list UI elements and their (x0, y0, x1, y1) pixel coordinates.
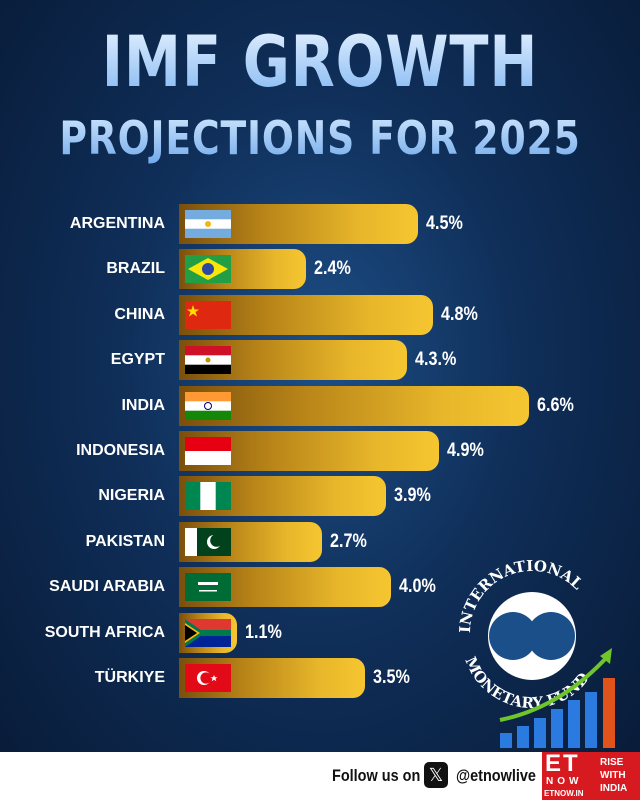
brand-now: NOW (546, 776, 583, 787)
bar-row: PAKISTAN 2.7% (0, 521, 640, 562)
bar-row: CHINA 4.8% (0, 294, 640, 335)
country-label: INDIA (121, 396, 165, 414)
brand-url: ETNOW.IN (544, 789, 584, 798)
flag-br-icon (185, 255, 231, 284)
bar-row: SAUDI ARABIA 4.0% (0, 567, 640, 608)
value-label: 4.5% (425, 213, 463, 234)
flag-tr-icon (185, 664, 231, 692)
country-label: ARGENTINA (69, 215, 165, 232)
flag-sa-icon (185, 573, 231, 602)
follow-text: Follow us on (332, 766, 421, 785)
flag-eg-icon (185, 346, 231, 375)
country-label: EGYPT (110, 351, 165, 369)
flag-za-icon (185, 618, 231, 647)
tagline: RISE WITH INDIA (600, 757, 628, 794)
value-label: 4.8% (441, 303, 479, 325)
flag-in-icon (185, 391, 231, 420)
imf-logo: INTERNATIONAL MONETARY FUND (456, 557, 615, 748)
value-label: 2.4% (314, 258, 352, 280)
footer: Follow us on @etnowlive (0, 752, 640, 800)
bar (179, 385, 529, 426)
bar-row: EGYPT 4.3.% (0, 340, 640, 381)
country-label: INDONESIA (76, 442, 165, 459)
et-now-logo: ET NOW ETNOW.IN RISE WITH INDIA (542, 752, 640, 800)
social-handle-link[interactable]: @etnowlive (456, 766, 536, 785)
flag-pk-icon (185, 527, 231, 556)
bar-row: BRAZIL 2.4% (0, 249, 640, 290)
bar-row: TÜRKIYE 3.5% (0, 658, 640, 698)
x-twitter-icon[interactable]: 𝕏 (424, 762, 448, 788)
flag-cn-icon (185, 300, 231, 329)
value-label: 3.9% (393, 485, 431, 507)
flag-id-icon (185, 437, 231, 465)
bar-row: NIGERIA 3.9% (0, 476, 640, 517)
title-line-1: IMF GROWTH (58, 22, 583, 102)
value-label: 2.7% (330, 530, 367, 552)
bar-row: SOUTH AFRICA 1.1% (0, 612, 640, 653)
country-label: BRAZIL (106, 260, 165, 278)
value-label: 6.6% (536, 394, 574, 416)
country-label: SOUTH AFRICA (44, 623, 165, 641)
bar-row: INDONESIA 4.9% (0, 431, 640, 471)
bar-row: INDIA 6.6% (0, 385, 640, 426)
country-label: TÜRKIYE (94, 669, 165, 686)
value-label: 1.1% (245, 621, 283, 643)
country-label: CHINA (114, 305, 165, 323)
value-label: 4.3.% (414, 349, 457, 371)
flag-ng-icon (185, 482, 231, 511)
title-line-2: PROJECTIONS FOR 2025 (59, 111, 581, 165)
brand-et: ET (545, 750, 580, 777)
flag-ar-icon (185, 210, 231, 238)
growth-bars-icon (499, 648, 615, 748)
value-label: 3.5% (372, 667, 410, 688)
value-label: 4.0% (399, 576, 436, 598)
country-label: NIGERIA (98, 487, 165, 505)
country-label: SAUDI ARABIA (49, 578, 165, 596)
bar-row: ARGENTINA 4.5% (0, 204, 640, 244)
value-label: 4.9% (446, 440, 484, 461)
country-label: PAKISTAN (85, 532, 165, 550)
